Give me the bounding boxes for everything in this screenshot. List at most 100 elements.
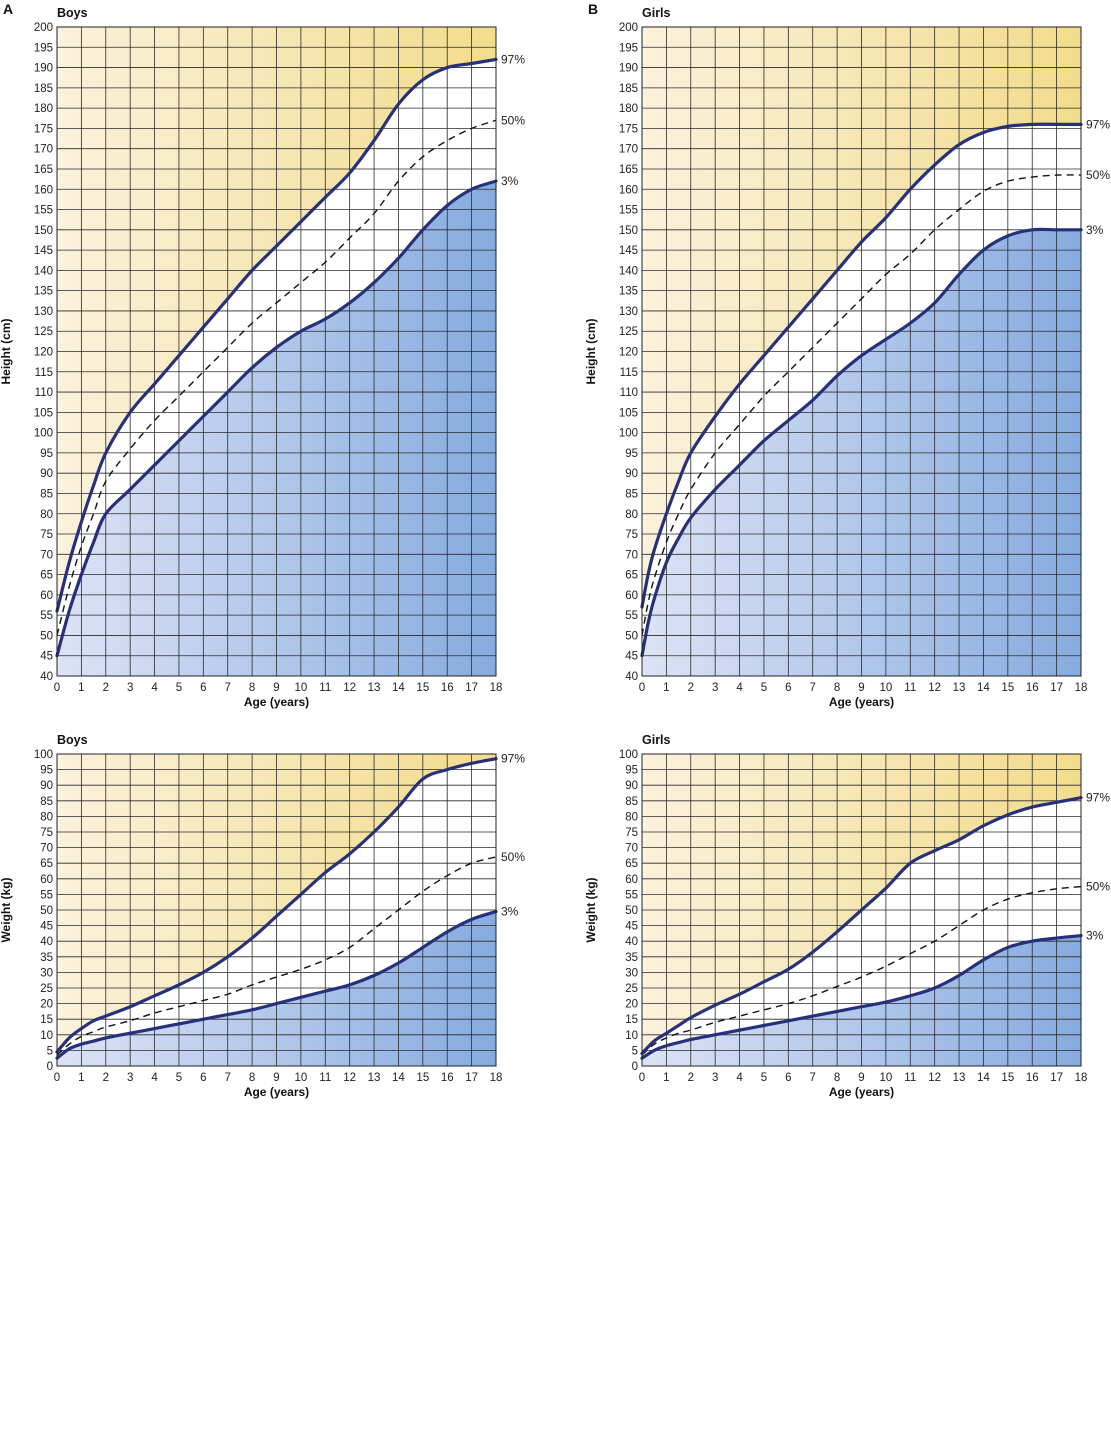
- plot-frame: [56, 753, 497, 1067]
- series-line-3rd-percentile: [55, 909, 498, 1060]
- x-tick-label: 12: [928, 1072, 941, 1084]
- x-tick-label: 17: [1050, 1072, 1063, 1084]
- x-tick-label: 6: [785, 1072, 791, 1084]
- y-tick-label: 70: [625, 843, 638, 855]
- y-tick-label: 125: [619, 326, 638, 338]
- y-tick-label: 50: [625, 630, 638, 642]
- y-tick-label: 90: [40, 468, 53, 480]
- x-tick-label: 3: [712, 1072, 718, 1084]
- y-tick-label: 50: [40, 630, 53, 642]
- x-tick-label: 7: [810, 1072, 816, 1084]
- x-tick-label: 7: [225, 682, 231, 694]
- y-axis-title: Height (cm): [0, 318, 13, 384]
- x-tick-label: 6: [785, 682, 791, 694]
- series-line-97th-percentile: [640, 122, 1083, 609]
- y-tick-label: 115: [620, 367, 638, 379]
- series-line-3rd-percentile: [640, 933, 1083, 1060]
- y-tick-label: 85: [40, 796, 53, 808]
- x-tick-label: 8: [249, 682, 255, 694]
- y-axis-title: Weight (kg): [0, 877, 13, 942]
- series-line-50th-percentile: [57, 119, 496, 636]
- panel-letter: A: [3, 1, 13, 17]
- chart-panel-1: 0 1 2 3 4 5 6 7 8 9 10 11 12 13 14 15 16 17 18404550556065…: [0, 1, 525, 709]
- x-tick-label: 18: [1075, 682, 1088, 694]
- y-tick-label: 130: [619, 306, 638, 318]
- series-label-50th: 50%: [1086, 880, 1110, 894]
- series-label-97th: 97%: [501, 752, 525, 766]
- y-tick-label: 100: [619, 749, 638, 761]
- y-tick-label: 200: [34, 22, 53, 34]
- chart-title: Girls: [642, 6, 671, 20]
- y-tick-label: 195: [619, 42, 638, 54]
- x-tick-label: 0: [639, 1072, 645, 1084]
- y-tick-label: 150: [34, 225, 53, 237]
- y-tick-label: 20: [40, 999, 53, 1011]
- x-tick-label: 7: [810, 682, 816, 694]
- x-tick-label: 2: [103, 682, 109, 694]
- x-tick-label: 11: [904, 1072, 916, 1084]
- x-tick-label: 13: [368, 1072, 381, 1084]
- x-tick-label: 13: [368, 682, 381, 694]
- y-tick-label: 150: [619, 225, 638, 237]
- y-tick-label: 180: [34, 103, 53, 115]
- y-tick-label: 55: [40, 889, 53, 901]
- y-tick-label: 60: [625, 874, 638, 886]
- series-label-50th: 50%: [501, 850, 525, 864]
- y-tick-label: 0: [47, 1061, 53, 1073]
- x-tick-label: 9: [273, 1072, 279, 1084]
- series-label-3rd: 3%: [501, 174, 519, 188]
- x-tick-label: 3: [712, 682, 718, 694]
- chart-panel-4: 0 1 2 3 4 5 6 7 8 9 10 11 12 13 14 15 16 17 18051015202530…: [584, 733, 1110, 1099]
- y-tick-label: 80: [625, 509, 638, 521]
- y-tick-label: 185: [34, 83, 53, 95]
- plot-frame: [641, 753, 1082, 1067]
- y-tick-label: 75: [40, 529, 53, 541]
- y-tick-label: 60: [625, 590, 638, 602]
- x-tick-label: 14: [977, 1072, 990, 1084]
- y-tick-label: 80: [625, 811, 638, 823]
- x-tick-label: 15: [416, 1072, 429, 1084]
- x-tick-label: 17: [465, 1072, 478, 1084]
- x-tick-label: 3: [127, 1072, 133, 1084]
- y-tick-label: 0: [632, 1061, 638, 1073]
- x-tick-label: 12: [343, 1072, 356, 1084]
- y-tick-label: 60: [40, 874, 53, 886]
- x-tick-label: 2: [103, 1072, 109, 1084]
- series-label-97th: 97%: [1086, 791, 1110, 805]
- y-tick-label: 170: [34, 144, 53, 156]
- y-tick-label: 30: [40, 967, 53, 979]
- y-tick-label: 175: [34, 123, 53, 135]
- y-tick-label: 90: [40, 780, 53, 792]
- y-tick-label: 10: [40, 1030, 53, 1042]
- x-axis-title: Age (years): [244, 1085, 309, 1099]
- x-tick-label: 0: [54, 682, 60, 694]
- x-tick-label: 13: [953, 682, 966, 694]
- x-tick-label: 0: [639, 682, 645, 694]
- y-tick-label: 55: [625, 889, 638, 901]
- y-tick-label: 25: [40, 983, 53, 995]
- y-tick-label: 80: [40, 811, 53, 823]
- chart-panel-2: 0 1 2 3 4 5 6 7 8 9 10 11 12 13 14 15 16 17 18404550556065…: [584, 1, 1110, 709]
- y-tick-label: 65: [625, 858, 638, 870]
- x-tick-label: 9: [858, 682, 864, 694]
- x-axis-title: Age (years): [829, 1085, 894, 1099]
- chart-title: Boys: [57, 733, 88, 747]
- x-axis-title: Age (years): [244, 695, 309, 709]
- y-tick-label: 60: [40, 590, 53, 602]
- series-label-3rd: 3%: [1086, 223, 1104, 237]
- x-tick-label: 1: [663, 1072, 669, 1084]
- y-tick-label: 175: [619, 123, 638, 135]
- y-tick-label: 65: [40, 858, 53, 870]
- y-tick-label: 5: [632, 1045, 638, 1057]
- y-tick-label: 95: [40, 448, 53, 460]
- y-tick-label: 105: [34, 407, 53, 419]
- y-tick-label: 185: [619, 83, 638, 95]
- panel-letter: B: [588, 1, 598, 17]
- x-tick-label: 10: [879, 682, 892, 694]
- y-tick-label: 40: [40, 671, 53, 683]
- y-axis-title: Height (cm): [584, 318, 598, 384]
- y-tick-label: 160: [619, 184, 638, 196]
- y-tick-label: 15: [625, 1014, 638, 1026]
- y-tick-label: 105: [619, 407, 638, 419]
